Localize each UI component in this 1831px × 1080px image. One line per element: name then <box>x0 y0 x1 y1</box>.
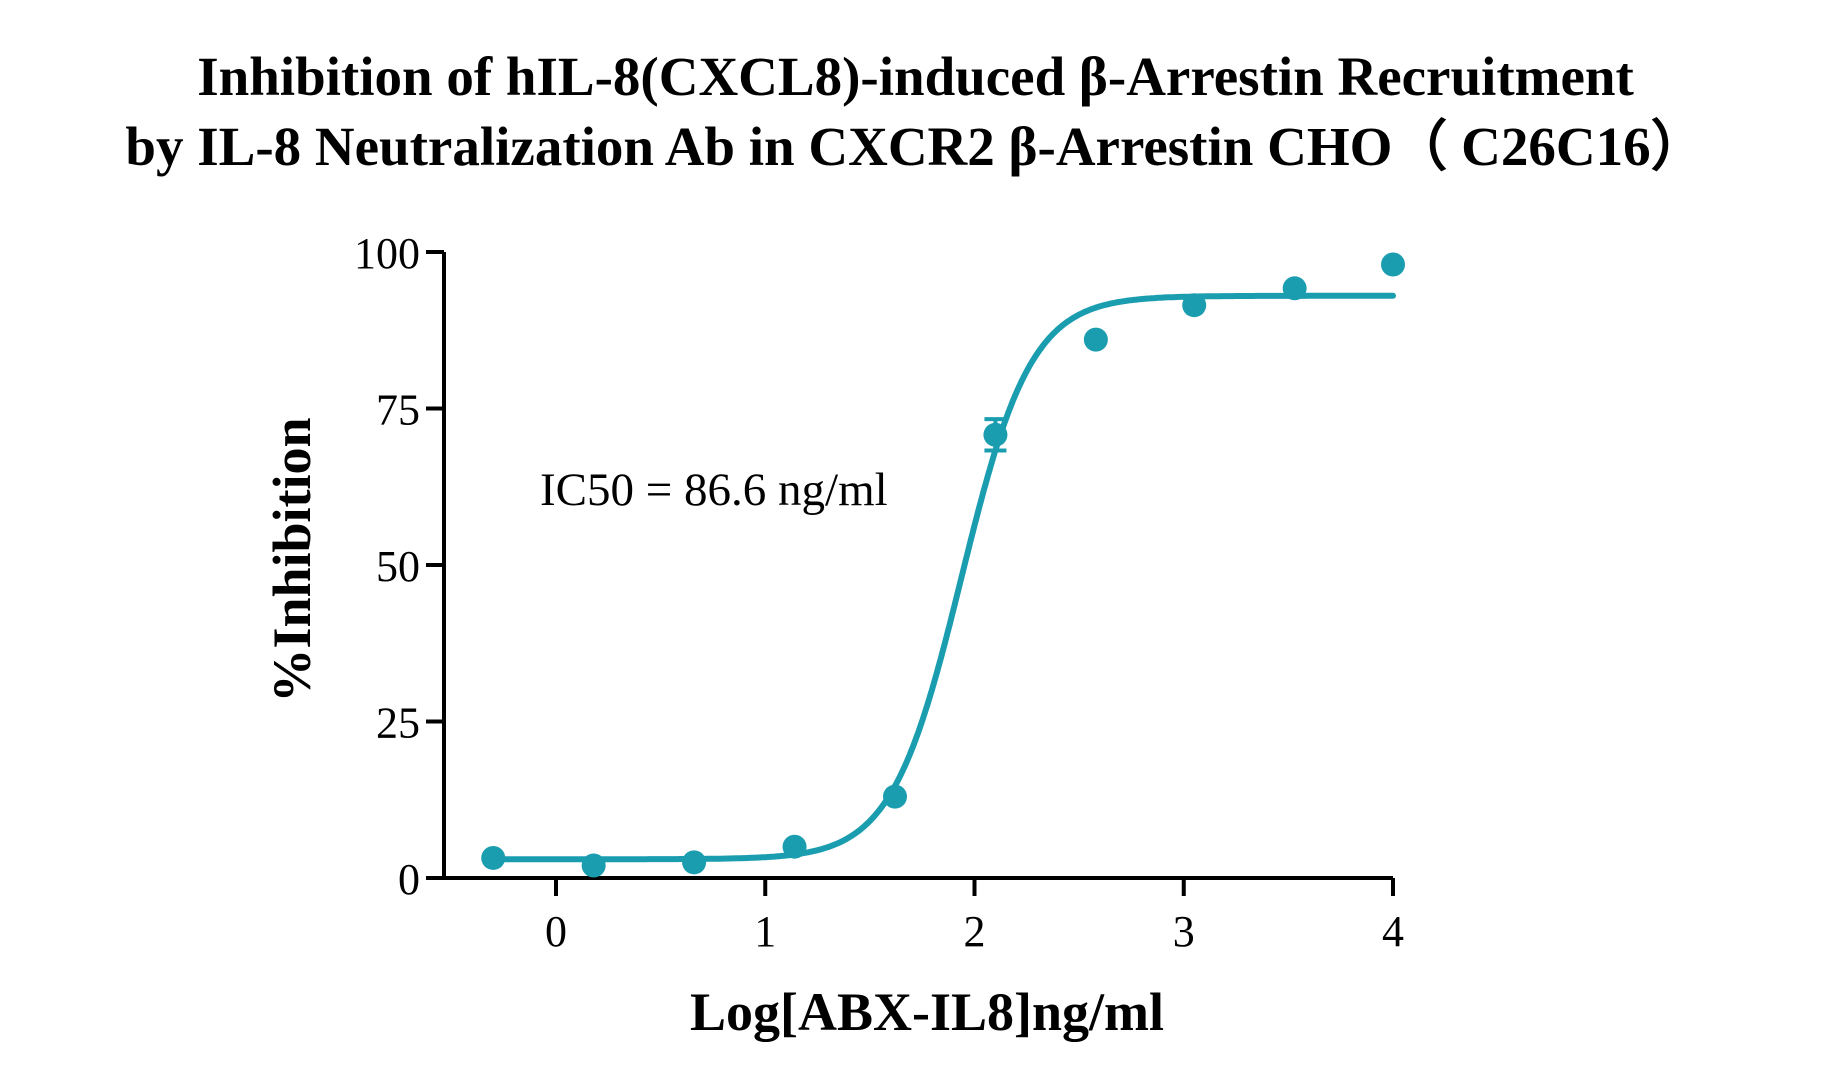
fit-curve-layer <box>490 292 1396 863</box>
y-tick-label: 100 <box>354 229 420 278</box>
x-tick-label: 2 <box>964 907 986 956</box>
x-tick-label: 3 <box>1173 907 1195 956</box>
axes: 0 1 2 3 4 0 25 50 75 100 <box>354 229 1404 956</box>
fit-curve <box>490 292 1396 863</box>
y-tick-label: 50 <box>376 542 420 591</box>
x-tick-label: 1 <box>754 907 776 956</box>
x-axis-label: Log[ABX-IL8]ng/ml <box>690 982 1164 1042</box>
y-tick-label: 0 <box>398 855 420 904</box>
data-point <box>682 850 707 875</box>
data-point <box>1083 327 1108 352</box>
y-tick-label: 25 <box>376 699 420 748</box>
y-axis-label: %Inhibition <box>262 417 322 702</box>
chart-title: Inhibition of hIL-8(CXCL8)-induced β-Arr… <box>0 42 1831 182</box>
chart-title-line-2: by IL-8 Neutralization Ab in CXCR2 β-Arr… <box>125 116 1706 177</box>
data-point <box>481 845 506 870</box>
data-point <box>983 422 1008 447</box>
data-point <box>581 853 606 878</box>
data-points-layer <box>481 252 1405 878</box>
data-point <box>782 834 807 859</box>
data-point <box>1282 276 1307 301</box>
ic50-annotation: IC50 = 86.6 ng/ml <box>540 464 888 516</box>
chart-title-line-1: Inhibition of hIL-8(CXCL8)-induced β-Arr… <box>197 46 1634 107</box>
data-point <box>1381 252 1405 277</box>
data-point <box>882 784 907 809</box>
x-tick-label: 0 <box>545 907 567 956</box>
y-tick-label: 75 <box>376 386 420 435</box>
x-tick-label: 4 <box>1382 907 1404 956</box>
data-point <box>1182 293 1207 318</box>
